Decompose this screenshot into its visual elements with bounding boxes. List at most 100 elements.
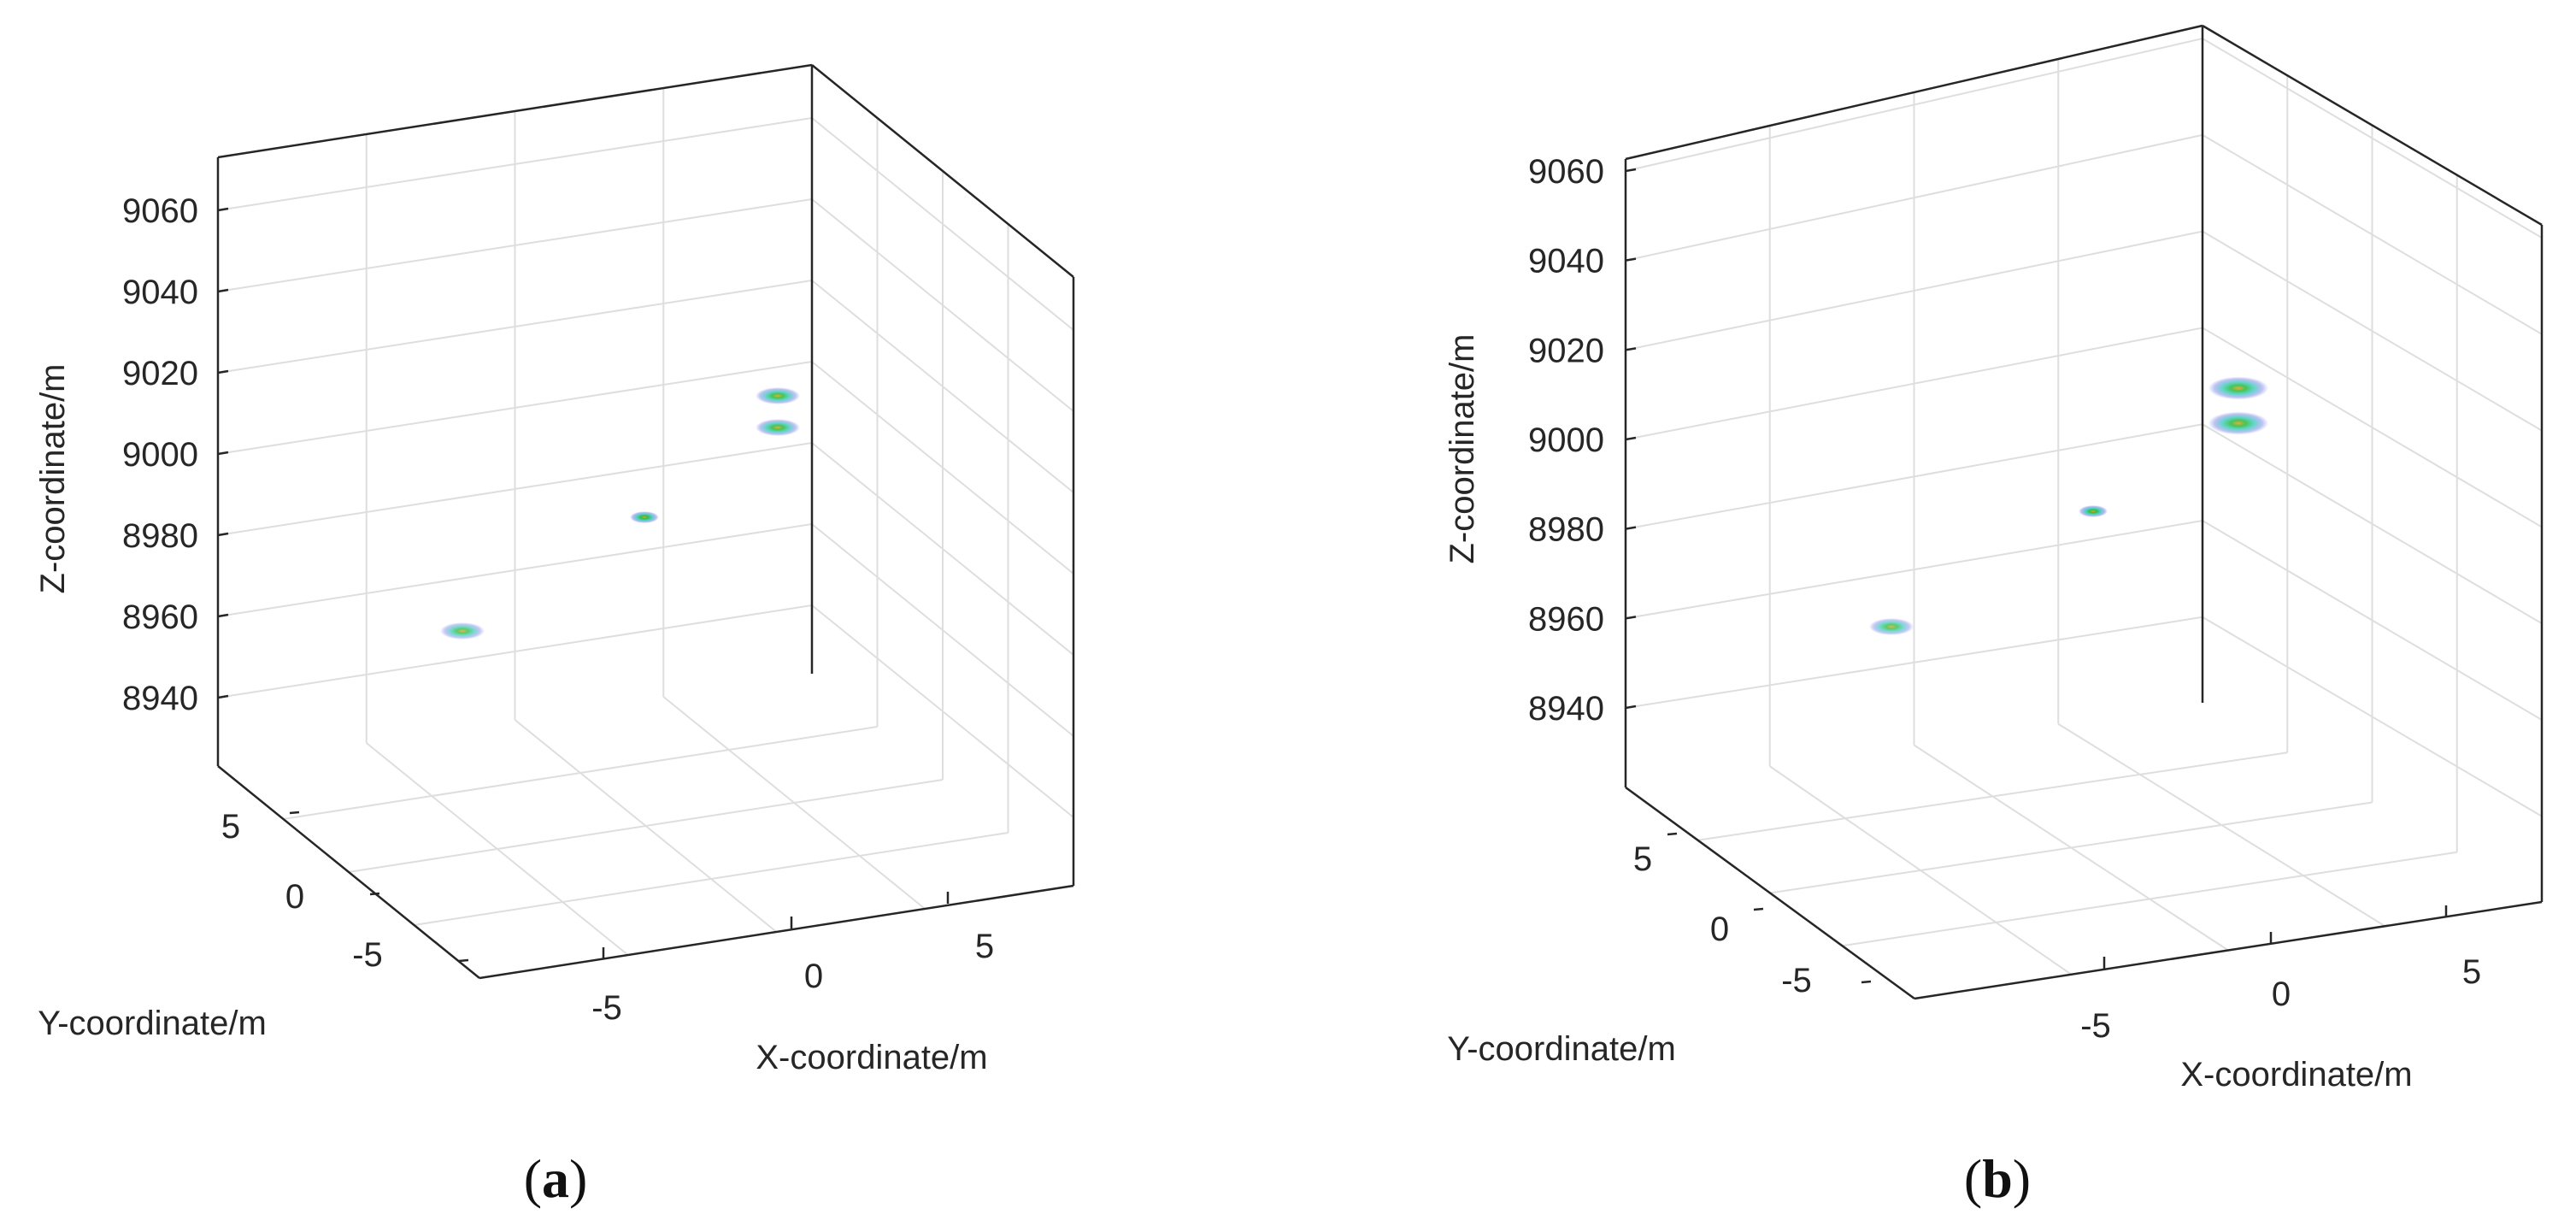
chart-a-grid-line <box>348 779 944 873</box>
chart-a-ytick-label: 5 <box>221 808 240 846</box>
chart-a-grid-line <box>414 832 1009 926</box>
chart-b-ztick <box>1625 257 1637 262</box>
chart-a-ytick-label: 0 <box>285 878 304 916</box>
chart-b-plot: 9060 9040 9020 9000 8980 8960 8940 5 0 -5 -5 0 5 X-co… <box>1444 24 2544 1209</box>
chart-a-ytick-label: -5 <box>352 936 383 974</box>
chart-a-grid-line <box>217 117 813 211</box>
chart-a-ztick-label: 9000 <box>122 436 198 474</box>
chart-a-caption-letter: a <box>542 1148 569 1209</box>
chart-b-grid-line <box>2202 327 2543 528</box>
chart-a-axis-box-edge <box>217 765 480 979</box>
chart-a-ztick-label: 8980 <box>122 517 198 555</box>
chart-a-ytick <box>458 958 469 963</box>
chart-a-grid-line <box>811 361 1074 575</box>
chart-a-axis-box-edge <box>217 63 813 159</box>
chart-b-ztick-label: 9040 <box>1528 243 1604 280</box>
chart-a-ztick <box>217 207 229 212</box>
chart-b-grid-line <box>2202 616 2543 817</box>
chart-a-grid-line <box>811 523 1074 737</box>
chart-a-ztick <box>217 288 229 293</box>
chart-b-ztick <box>1625 704 1637 710</box>
chart-b-xtick-label: 0 <box>2272 976 2291 1013</box>
chart-a-ztick <box>217 532 229 537</box>
chart-a-grid-line <box>811 198 1074 412</box>
chart-a-xlabel: X-coordinate/m <box>756 1039 987 1076</box>
chart-b-axis-box-edge <box>2202 24 2543 227</box>
chart-b-grid-line <box>2202 38 2543 239</box>
chart-a-plot: 9060 9040 9020 9000 8980 8960 8940 5 0 -5 -5 0 5 X-co… <box>34 63 1075 1209</box>
chart-b-caption: (b) <box>1964 1148 2031 1209</box>
chart-b-grid-line <box>2202 230 2543 432</box>
chart-b-axis-box-edge <box>1914 900 2543 1000</box>
chart-b-ztick-label: 8940 <box>1528 690 1604 728</box>
chart-b-ytick <box>1753 907 1764 911</box>
chart-b-grid-line <box>2202 134 2543 335</box>
chart-a-grid-line <box>811 604 1074 818</box>
chart-b-ztick <box>1625 347 1637 351</box>
chart-a-grid-line <box>811 442 1074 656</box>
chart-b-ztick-label: 8960 <box>1528 600 1604 638</box>
chart-a-scatterer-point <box>756 419 800 436</box>
chart-b-ztick-label: 9000 <box>1528 421 1604 459</box>
chart-a-axis-box-edge <box>811 64 1074 278</box>
chart-a-xtick-label: 5 <box>975 928 994 965</box>
chart-a-axis-box-edge <box>479 884 1074 980</box>
chart-b-xtick-label: 5 <box>2462 953 2481 991</box>
chart-b-grid-line <box>2202 520 2543 721</box>
chart-a-caption: (a) <box>524 1148 588 1209</box>
chart-b-grid-line <box>1842 851 2457 947</box>
chart-a-ztick-label: 8960 <box>122 598 198 636</box>
chart-b-ytick-label: -5 <box>1781 962 1812 999</box>
chart-b-grid-line <box>2202 423 2543 625</box>
chart-a-grid-line <box>217 523 813 617</box>
chart-b-grid-line <box>1625 230 2203 351</box>
chart-a-grid-line <box>217 442 813 536</box>
chart-a-grid-line <box>217 604 813 699</box>
chart-b-ztick <box>1625 616 1637 620</box>
chart-b-scatterer-point <box>2208 411 2269 435</box>
chart-a-ztick <box>217 369 229 374</box>
chart-b-grid-line <box>1625 327 2203 440</box>
chart-a-grid-line <box>217 280 813 374</box>
chart-b-zlabel: Z-coordinate/m <box>1444 334 1481 564</box>
chart-a-ylabel: Y-coordinate/m <box>38 1005 267 1042</box>
chart-b-grid-line <box>1625 133 2203 262</box>
chart-b-ztick-label: 9020 <box>1528 332 1604 369</box>
chart-b-grid-line <box>1625 423 2203 530</box>
chart-a-ztick-label: 9060 <box>122 192 198 230</box>
chart-a-ztick-label: 8940 <box>122 680 198 717</box>
chart-b-grid-line <box>1769 801 2373 894</box>
chart-b-scatterer-point <box>2208 376 2269 400</box>
chart-b-scatterer-point <box>1869 618 1914 635</box>
chart-a-ztick <box>217 613 229 618</box>
chart-a-ytick <box>369 892 380 896</box>
chart-a-grid-line <box>811 117 1074 331</box>
chart-b-ytick-label: 5 <box>1633 840 1652 878</box>
chart-a-xtick-label: -5 <box>591 989 622 1027</box>
chart-b-ytick <box>1861 980 1872 984</box>
chart-b-ytick-label: 0 <box>1710 911 1729 948</box>
chart-b-caption-letter: b <box>1982 1148 2013 1209</box>
chart-a-ytick <box>289 811 300 815</box>
chart-b-ylabel: Y-coordinate/m <box>1447 1030 1676 1068</box>
chart-a-ztick <box>217 451 229 456</box>
chart-b-xtick-label: -5 <box>2080 1007 2111 1045</box>
chart-a-xtick-label: 0 <box>804 958 823 995</box>
chart-a-grid-line <box>217 198 813 292</box>
chart-b-xlabel: X-coordinate/m <box>2180 1056 2412 1093</box>
chart-b-grid-line <box>1625 38 2203 172</box>
chart-b-ztick-label: 8980 <box>1528 511 1604 549</box>
chart-b-grid-line <box>1625 520 2203 620</box>
chart-b-scatterer-point <box>2079 505 2108 517</box>
chart-a-ztick-label: 9020 <box>122 355 198 392</box>
chart-a-ztick <box>217 694 229 699</box>
chart-b-ztick <box>1625 436 1637 441</box>
chart-panel-b: 9060 9040 9020 9000 8980 8960 8940 5 0 -5 -5 0 5 X-co… <box>1288 0 2576 1232</box>
chart-a-grid-line <box>217 361 813 455</box>
chart-b-grid-line <box>1625 616 2203 709</box>
chart-b-ztick <box>1625 168 1637 173</box>
chart-panel-a: 9060 9040 9020 9000 8980 8960 8940 5 0 -5 -5 0 5 X-co… <box>34 63 1075 1209</box>
chart-a-zlabel: Z-coordinate/m <box>34 364 72 594</box>
chart-b-axis-box-edge <box>1625 786 1915 1000</box>
chart-b-ztick <box>1625 526 1637 530</box>
